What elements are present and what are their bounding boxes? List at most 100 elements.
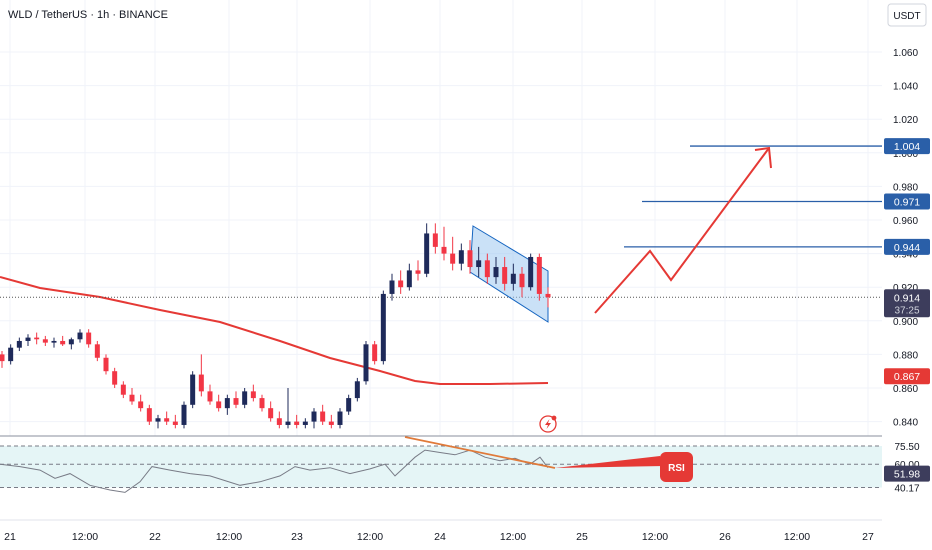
candle xyxy=(190,374,196,405)
candle xyxy=(476,260,482,268)
candle xyxy=(354,381,360,399)
candle xyxy=(164,418,170,422)
candle xyxy=(0,354,5,362)
badge-target-2-bg xyxy=(884,193,930,210)
candle xyxy=(25,337,31,341)
candle xyxy=(406,270,412,288)
price-tick-label: 0.920 xyxy=(893,283,918,294)
candle xyxy=(285,421,291,425)
candle xyxy=(502,267,508,284)
candle xyxy=(155,418,161,422)
candle xyxy=(372,344,378,362)
candle xyxy=(415,270,421,274)
badge-target-3: 1.004 xyxy=(894,141,920,153)
time-label: 27 xyxy=(862,531,874,543)
candle xyxy=(172,421,178,425)
price-tick-label: 0.980 xyxy=(893,182,918,193)
time-label: 12:00 xyxy=(72,531,98,543)
projection-path xyxy=(594,147,770,314)
candle xyxy=(8,347,14,362)
candle xyxy=(146,408,152,422)
price-axis[interactable]: USDT 1.060 1.040 1.020 1.000 0.980 0.960 0.940… xyxy=(882,0,932,550)
rsi-pointer xyxy=(555,456,665,468)
time-label: 23 xyxy=(291,531,303,543)
rsi-badge: 51.98 xyxy=(894,469,920,481)
candle xyxy=(458,250,464,264)
candle xyxy=(103,357,109,372)
lightning-icon[interactable] xyxy=(539,415,557,433)
price-tick-label: 1.020 xyxy=(893,115,918,126)
candle xyxy=(328,421,334,425)
candle xyxy=(493,267,499,278)
candle xyxy=(242,391,248,405)
price-tick-label: 0.900 xyxy=(893,317,918,328)
rsi-label-box xyxy=(660,452,693,482)
time-label: 21 xyxy=(4,531,16,543)
time-label: 25 xyxy=(576,531,588,543)
candle xyxy=(528,256,534,288)
time-label: 12:00 xyxy=(784,531,810,543)
rsi-annotation-label: RSI xyxy=(668,463,685,474)
candle xyxy=(398,280,404,288)
rsi-divergence-line xyxy=(404,436,556,469)
price-tick-label: 1.040 xyxy=(893,82,918,93)
candle xyxy=(198,374,204,392)
badge-countdown: 37:25 xyxy=(894,305,919,316)
candle xyxy=(545,293,551,298)
candle xyxy=(389,280,395,294)
arrow-head xyxy=(754,146,772,169)
badge-ma-bg xyxy=(884,368,930,385)
time-axis[interactable]: 21 12:00 22 12:00 23 12:00 24 12:00 25 12:00 26 12:… xyxy=(0,519,882,550)
candle xyxy=(441,246,447,254)
currency-label: USDT xyxy=(893,11,920,22)
price-ticks: 1.060 1.040 1.020 1.000 0.980 0.960 0.940 0.920… xyxy=(893,48,918,429)
badge-target-3-bg xyxy=(884,138,930,155)
badge-current-price: 0.914 xyxy=(894,292,920,304)
candle xyxy=(467,250,473,268)
candle xyxy=(424,233,430,274)
candle xyxy=(337,411,343,425)
candle xyxy=(120,384,126,395)
candle xyxy=(311,411,317,422)
badge-target-1-bg xyxy=(884,238,930,255)
candle xyxy=(363,344,369,382)
candle xyxy=(224,398,230,409)
candle xyxy=(181,404,187,425)
candle xyxy=(94,344,100,358)
time-label: 12:00 xyxy=(357,531,383,543)
candles xyxy=(0,223,551,429)
projection-arrow xyxy=(594,146,772,314)
candle xyxy=(320,411,326,422)
candle xyxy=(42,339,48,343)
time-label: 12:00 xyxy=(216,531,242,543)
candle xyxy=(86,332,92,345)
candle xyxy=(294,421,300,425)
price-tick-label: 0.960 xyxy=(893,216,918,227)
price-tick-label: 0.840 xyxy=(893,418,918,429)
rsi-pane: RSI xyxy=(0,436,882,493)
rsi-tick-label: 75.50 xyxy=(894,442,919,453)
price-tick-label: 0.860 xyxy=(893,384,918,395)
grid xyxy=(0,0,882,436)
symbol-title[interactable]: WLD / TetherUS · 1h · BINANCE xyxy=(8,9,168,21)
price-tick-label: 1.000 xyxy=(893,149,918,160)
candle xyxy=(346,398,352,412)
price-tick-label: 0.940 xyxy=(893,250,918,261)
candle xyxy=(51,340,57,343)
candle xyxy=(519,273,525,288)
time-label: 26 xyxy=(719,531,731,543)
candle xyxy=(60,340,66,345)
time-label: 22 xyxy=(149,531,161,543)
candle xyxy=(138,401,144,409)
time-label: 24 xyxy=(434,531,446,543)
price-tick-label: 0.880 xyxy=(893,350,918,361)
rsi-tick-label: 40.17 xyxy=(894,483,919,494)
candle xyxy=(112,371,118,385)
time-label: 12:00 xyxy=(642,531,668,543)
candle xyxy=(450,253,456,264)
currency-button[interactable] xyxy=(887,3,927,27)
candle xyxy=(380,293,386,362)
